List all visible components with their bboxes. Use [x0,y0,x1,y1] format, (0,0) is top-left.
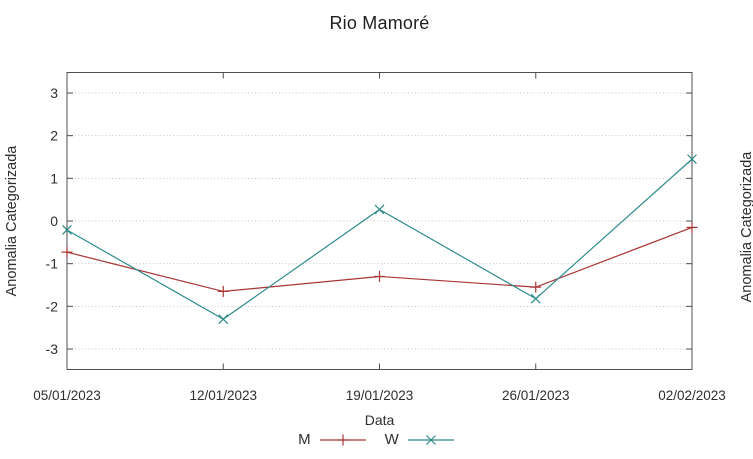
x-axis-label: Data [364,412,395,428]
legend-label-M: M [298,431,311,448]
series-line-W [66,158,693,320]
y-tick-label--1: -1 [46,256,59,272]
y-tick-label-1: 1 [50,170,58,186]
y-tick-label--2: -2 [46,298,59,314]
series-marker-W [530,293,541,304]
next-chart-ylabel-fragment: Anomalia Categorizada [739,151,753,303]
x-tick-label: 26/01/2023 [502,388,570,403]
y-tick-label-2: 2 [50,128,58,144]
series-marker-W [62,225,72,235]
x-tick-label: 12/01/2023 [189,388,257,403]
legend-sample-W [407,434,454,445]
x-tick-label: 19/01/2023 [346,388,414,403]
legend-item-W: W [385,431,455,448]
y-tick-label--3: -3 [46,341,59,357]
series-marker-W [687,154,697,165]
legend-item-M: M [298,431,367,448]
y-axis-label: Anomalia Categorizada [4,145,20,297]
x-tick-label: 05/01/2023 [33,388,101,403]
y-tick-label-0: 0 [50,213,58,229]
series-marker-W [374,204,385,215]
series-marker-W [218,314,229,325]
legend-sample-M [319,434,366,445]
chart-title: Rio Mamoré [329,13,430,33]
y-tick-label-3: 3 [50,85,58,101]
legend-label-W: W [384,431,399,448]
x-tick-label: 02/02/2023 [658,388,726,403]
